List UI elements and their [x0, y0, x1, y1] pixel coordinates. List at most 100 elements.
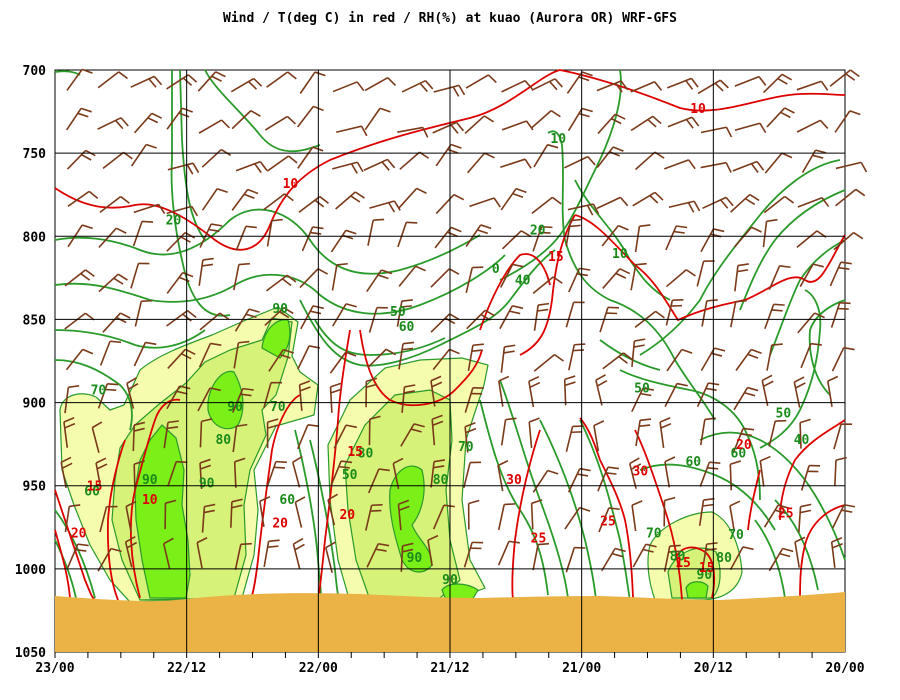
wind-barb: [466, 152, 495, 174]
wind-barb: [166, 74, 198, 90]
wind-barb: [164, 499, 177, 530]
wind-barb: [198, 119, 230, 134]
wind-barb: [499, 263, 524, 288]
wind-barb: [801, 149, 827, 174]
rh-contour-label: 10: [550, 132, 566, 147]
wind-barb: [634, 224, 651, 253]
wind-barb: [761, 374, 774, 407]
wind-barb: [768, 264, 791, 290]
wind-barb: [427, 534, 439, 566]
wind-barb: [233, 262, 250, 291]
wind-barb: [265, 274, 297, 292]
wind-barb: [332, 303, 357, 327]
wind-barb: [336, 125, 368, 137]
wind-barb: [766, 343, 783, 371]
wind-barb: [630, 115, 662, 132]
wind-barb: [598, 507, 620, 533]
wind-barb: [566, 71, 593, 94]
x-tick-label: 22/00: [299, 661, 338, 676]
wind-barb: [430, 268, 460, 288]
wind-barb: [366, 269, 393, 293]
y-tick-label: 1000: [15, 563, 46, 578]
temperature-contour-label: 10: [690, 102, 706, 117]
wind-barb: [266, 71, 297, 88]
wind-barb: [166, 107, 193, 130]
wind-barb: [133, 203, 166, 214]
wind-barb: [233, 457, 246, 488]
wind-barb: [99, 340, 122, 366]
wind-barb: [698, 497, 715, 526]
wind-barb: [198, 342, 222, 368]
wind-barb: [593, 420, 605, 452]
rh-contour-label: 60: [685, 455, 701, 470]
wind-barb: [500, 158, 532, 169]
wind-barb: [830, 537, 843, 568]
rh-contour-label: 90: [142, 473, 158, 488]
wind-barb: [563, 375, 576, 406]
wind-barb: [166, 271, 194, 294]
wind-barb: [532, 469, 559, 493]
wind-barb: [292, 455, 303, 488]
wind-barb: [332, 81, 365, 93]
wind-barb: [464, 421, 477, 453]
temperature-contour-label: 20: [71, 526, 87, 541]
wind-barb: [124, 535, 138, 568]
temperature-contour-lines: [54, 69, 846, 601]
rh-fill-90-left-3: [261, 319, 291, 359]
rh-fill-90-left: [134, 424, 191, 599]
wind-barb: [166, 205, 199, 217]
wind-barb: [63, 416, 76, 448]
wind-barb: [199, 312, 230, 331]
temperature-contour-label: 25: [778, 506, 794, 521]
rh-contour-label: 90: [272, 302, 288, 317]
wind-barb: [528, 417, 540, 449]
wind-barb: [197, 387, 221, 412]
wind-barb: [294, 496, 306, 528]
wind-barb: [602, 268, 631, 289]
wind-barb: [367, 468, 390, 494]
wind-barb: [666, 348, 693, 372]
wind-barb: [435, 193, 465, 215]
wind-barb: [299, 71, 326, 94]
wind-barb: [659, 417, 672, 448]
rh-contour-label: 90: [227, 400, 243, 415]
wind-barb: [628, 457, 642, 489]
wind-barb: [799, 418, 811, 449]
wind-barb: [800, 464, 821, 491]
wind-barb: [97, 383, 119, 409]
wind-barb: [465, 224, 492, 247]
wind-barb: [497, 503, 516, 531]
wind-barb: [631, 338, 646, 368]
rh-contour-label: 80: [716, 551, 732, 566]
wind-barb: [266, 460, 287, 487]
temperature-contour-label: 25: [531, 531, 547, 546]
wind-barb: [729, 546, 754, 571]
rh-contour-label: 50: [390, 305, 406, 320]
wind-barb: [500, 187, 527, 211]
wind-barb: [500, 417, 517, 446]
wind-barb: [768, 547, 794, 572]
y-tick-label: 950: [23, 480, 47, 495]
wind-barb: [369, 200, 401, 213]
wind-barb: [397, 499, 410, 531]
wind-barb: [196, 537, 208, 569]
wind-barb: [833, 423, 853, 450]
wind-barb: [762, 73, 792, 94]
wind-barb: [533, 302, 550, 331]
wind-barb: [99, 195, 130, 214]
wind-barb: [234, 542, 252, 570]
wind-barb: [630, 262, 647, 291]
wind-barb: [501, 79, 533, 93]
wind-barb: [501, 120, 534, 131]
wind-barb: [663, 544, 681, 572]
wind-barb: [602, 352, 633, 370]
wind-barb: [199, 418, 213, 448]
wind-barb: [467, 499, 480, 530]
wind-barb: [163, 420, 180, 449]
wind-barb: [398, 341, 415, 370]
rh-contour-label: 40: [794, 433, 810, 448]
wind-barb: [733, 226, 762, 248]
wind-barb: [368, 306, 388, 333]
wind-barb: [796, 80, 829, 91]
x-tick-label: 21/12: [430, 661, 469, 676]
